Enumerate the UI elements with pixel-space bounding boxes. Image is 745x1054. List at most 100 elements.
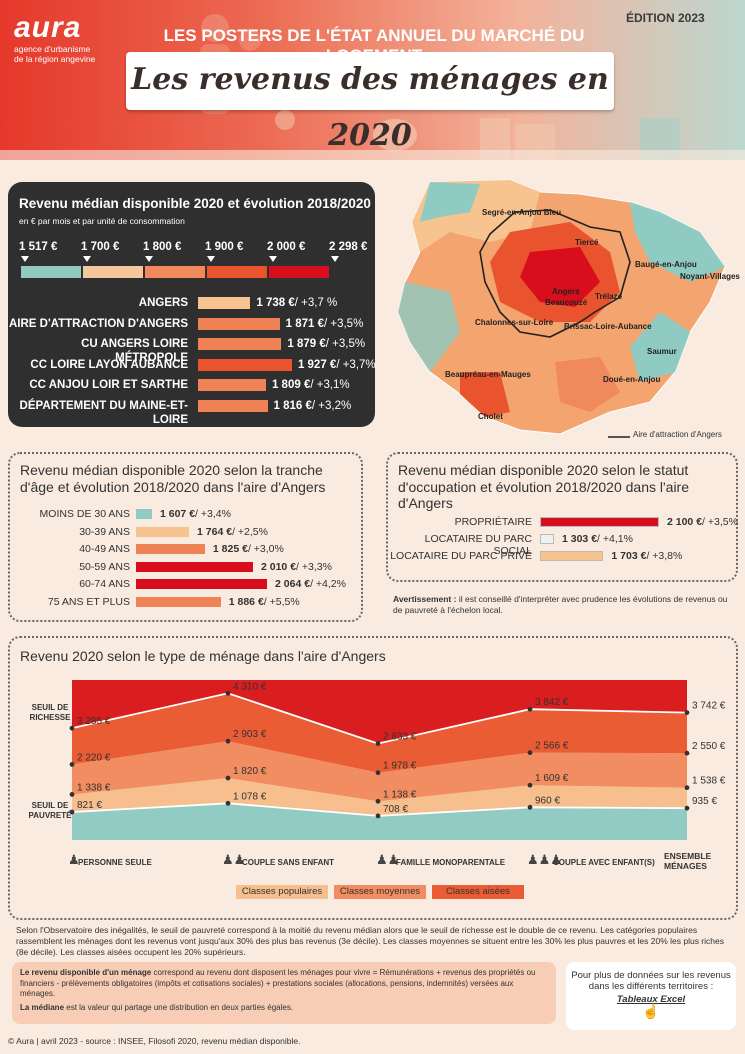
age-row-label: 30-39 ANS bbox=[79, 525, 130, 538]
data-point bbox=[375, 813, 381, 819]
median-evol: / +3,5% bbox=[323, 317, 364, 330]
median-row-label: ANGERS bbox=[138, 297, 188, 309]
scale-label: 2 298 € bbox=[329, 241, 368, 253]
household-person-icon: ♟ bbox=[68, 852, 80, 867]
map-label: Chalonnes-sur-Loire bbox=[475, 318, 554, 327]
excel-tables-link[interactable]: Tableaux Excel bbox=[616, 994, 686, 1005]
median-value: 1 816 € bbox=[273, 399, 312, 412]
age-row-value: 1 607 €/ +3,4% bbox=[160, 508, 231, 520]
legend-item: Classes populaires bbox=[236, 885, 328, 899]
median-value: 1 809 € bbox=[271, 379, 311, 391]
age-row-bar bbox=[136, 509, 152, 519]
status-title-2: d'occupation et évolution 2018/2020 dans… bbox=[398, 479, 690, 511]
area-band bbox=[72, 693, 687, 773]
age-value: 2 064 € bbox=[275, 578, 311, 590]
data-label: 2 220 € bbox=[77, 752, 111, 763]
footer-credits: © Aura | avril 2023 - source : INSEE, Fi… bbox=[8, 1036, 301, 1046]
status-value: 1 303 € bbox=[562, 533, 598, 545]
data-point bbox=[527, 782, 533, 788]
status-row-label: PROPRIÉTAIRE bbox=[454, 516, 532, 528]
scale-segment bbox=[269, 266, 329, 278]
household-person-icon: ♟♟♟ bbox=[527, 852, 562, 867]
data-label: 821 € bbox=[77, 800, 102, 811]
map-label: Tiercé bbox=[575, 238, 599, 247]
data-label: 4 310 € bbox=[233, 681, 267, 692]
median-row-bar bbox=[198, 297, 251, 309]
age-row-value: 1 886 €/ +5,5% bbox=[229, 596, 300, 608]
median-row-label: DÉPARTEMENT DU MAINE-ET-LOIRE bbox=[19, 399, 188, 426]
age-panel: Revenu médian disponible 2020 selon la t… bbox=[8, 452, 363, 622]
age-row-label: MOINS DE 30 ANS bbox=[39, 508, 130, 520]
age-value: 1 764 € bbox=[197, 525, 233, 538]
map-legend-label: Aire d'attraction d'Angers bbox=[633, 430, 722, 439]
age-value: 2 010 € bbox=[261, 560, 297, 573]
age-title-1: Revenu médian disponible 2020 selon la t… bbox=[20, 462, 323, 478]
median-row-bar bbox=[198, 358, 292, 371]
data-point bbox=[684, 805, 690, 811]
data-point bbox=[69, 762, 75, 767]
median-row-value: 1 871 €/ +3,5% bbox=[286, 317, 364, 331]
map-label: Beaupréau-en-Mauges bbox=[445, 370, 531, 379]
status-row-label: LOCATAIRE DU PARC PRIVÉ bbox=[390, 550, 532, 562]
median-row-bar bbox=[198, 399, 268, 412]
legend-item: Classes moyennes bbox=[334, 885, 426, 899]
age-evol: / +2,5% bbox=[232, 525, 268, 538]
age-title-2: d'âge et évolution 2018/2020 dans l'aire… bbox=[20, 479, 326, 495]
median-row-value: 1 927 €/ +3,7% bbox=[298, 358, 376, 372]
more-line-1: Pour plus de données sur les revenus bbox=[571, 970, 731, 981]
status-row-bar bbox=[540, 551, 604, 561]
median-value: 1 927 € bbox=[297, 358, 337, 371]
household-category-label: PERSONNE SEULE bbox=[78, 858, 152, 867]
scale-tick bbox=[269, 256, 277, 262]
status-evol: / +4,1% bbox=[597, 533, 633, 545]
scale-label: 1 517 € bbox=[19, 241, 58, 253]
territory-map: Segré-en-Anjou Bleu Tiercé Baugé-en-Anjou N… bbox=[390, 172, 740, 442]
data-label: 1 338 € bbox=[77, 782, 111, 793]
household-person-icon: ♟♟ bbox=[376, 852, 400, 867]
methodology-note: Selon l'Observatoire des inégalités, le … bbox=[16, 925, 724, 957]
median-evol: / +3,5% bbox=[325, 338, 366, 350]
status-row-bar bbox=[540, 517, 659, 527]
median-row-label: CU ANGERS LOIRE MÉTROPOLE bbox=[81, 338, 188, 364]
warning-text: il est conseillé d'interpréter avec prud… bbox=[393, 594, 728, 615]
household-category-label: ENSEMBLE MÉNAGES bbox=[664, 851, 712, 871]
data-point bbox=[527, 804, 533, 810]
definition-text-2: est la valeur qui partage une distributi… bbox=[64, 1002, 294, 1012]
status-panel: Revenu médian disponible 2020 selon le s… bbox=[386, 452, 738, 582]
data-label: 935 € bbox=[692, 796, 717, 807]
status-row-label: LOCATAIRE DU PARC SOCIAL bbox=[424, 533, 532, 557]
logo-text: aura bbox=[14, 11, 82, 44]
map-label: Noyant-Villages bbox=[680, 272, 740, 281]
map-label: Trélazé bbox=[595, 292, 623, 301]
median-value: 1 738 € bbox=[256, 297, 295, 309]
age-row-label: 75 ANS ET PLUS bbox=[47, 595, 130, 608]
status-value: 2 100 € bbox=[667, 516, 703, 528]
scale-label: 1 700 € bbox=[81, 241, 120, 253]
map-label: Segré-en-Anjou Bleu bbox=[482, 208, 562, 217]
warning-note: Avertissement : il est conseillé d'inter… bbox=[393, 594, 738, 616]
scale-label: 1 800 € bbox=[143, 241, 182, 253]
data-label: 1 978 € bbox=[383, 761, 417, 772]
poor-threshold-label: SEUIL DE PAUVRETÉ bbox=[29, 801, 73, 820]
map-label: Cholet bbox=[478, 412, 503, 421]
data-point bbox=[225, 775, 231, 781]
age-evol: / +3,0% bbox=[247, 543, 284, 555]
scale-tick bbox=[145, 256, 153, 262]
median-value: 1 871 € bbox=[285, 317, 324, 330]
data-label: 2 550 € bbox=[692, 741, 726, 752]
scale-label: 1 900 € bbox=[205, 241, 244, 253]
median-row-value: 1 738 €/ +3,7 % bbox=[256, 296, 337, 310]
household-category-label: COUPLE SANS ENFANT bbox=[242, 858, 335, 867]
status-title-1: Revenu médian disponible 2020 selon le s… bbox=[398, 462, 689, 478]
age-row-bar bbox=[136, 526, 190, 537]
data-label: 2 833 € bbox=[383, 732, 417, 743]
household-category-label: FAMILLE MONOPARENTALE bbox=[396, 858, 506, 867]
more-data-box: Pour plus de données sur les revenus dan… bbox=[566, 962, 736, 1030]
median-income-panel: Revenu médian disponible 2020 et évoluti… bbox=[8, 182, 376, 427]
data-label: 1 078 € bbox=[233, 791, 267, 802]
age-row-label: 50-59 ANS bbox=[79, 560, 130, 573]
chart-title: Revenu 2020 selon le type de ménage dans… bbox=[20, 648, 386, 664]
map-label: Doué-en-Anjou bbox=[603, 375, 661, 384]
scale-label: 2 000 € bbox=[267, 241, 306, 253]
data-point bbox=[527, 750, 533, 756]
